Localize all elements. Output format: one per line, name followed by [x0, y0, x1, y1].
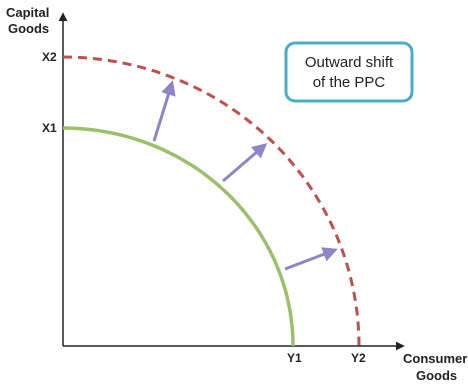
- label-y1: Y1: [287, 351, 302, 365]
- label-y2: Y2: [351, 351, 366, 365]
- shift-arrow-3: [284, 247, 338, 271]
- inner-ppc-curve: [62, 126, 295, 347]
- label-x2: X2: [42, 50, 57, 64]
- shift-arrow-1: [152, 80, 176, 142]
- shift-arrow-2: [222, 143, 268, 183]
- y-axis-title-line1: Capital: [6, 5, 49, 20]
- callout-box: [284, 41, 414, 103]
- outer-ppc-curve: [62, 55, 361, 347]
- callout-line1: Outward shift: [305, 54, 394, 71]
- x-axis-title-line1: Consumer: [403, 351, 467, 366]
- callout-line2: of the PPC: [313, 74, 386, 91]
- x-axis-title-line2: Goods: [416, 368, 457, 383]
- y-axis-title-line2: Goods: [8, 21, 49, 36]
- label-x1: X1: [42, 121, 57, 135]
